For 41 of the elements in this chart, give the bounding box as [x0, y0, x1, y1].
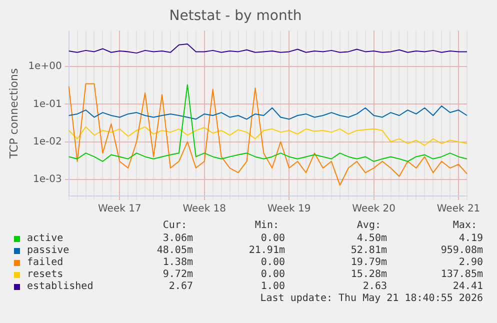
- legend-label: passive: [27, 245, 70, 256]
- y-tick-label: 1e+00: [28, 61, 62, 72]
- x-tick-label: Week 17: [98, 204, 142, 215]
- x-tick-label: Week 19: [267, 204, 311, 215]
- text: 2.63: [362, 281, 387, 292]
- text: 48.05m: [156, 245, 193, 256]
- legend-label: resets: [27, 269, 64, 280]
- text: 1.00: [260, 281, 285, 292]
- x-tick-label: Week 21: [436, 204, 480, 215]
- text: 959.08m: [440, 245, 483, 256]
- text: Max:: [452, 220, 477, 231]
- text: 3.06m: [162, 233, 193, 244]
- text: Min:: [254, 220, 279, 231]
- text: 2.90: [458, 257, 483, 268]
- text: 4.19: [458, 233, 483, 244]
- text: 1.38m: [162, 257, 193, 268]
- text: Avg:: [356, 220, 381, 231]
- legend-label: established: [27, 281, 94, 292]
- x-tick-label: Week 18: [182, 204, 226, 215]
- text: 9.72m: [162, 269, 193, 280]
- text: Last update: Thu May 21 18:40:55 2026: [260, 293, 483, 304]
- text: 0.00: [260, 269, 285, 280]
- text: 0.00: [260, 233, 285, 244]
- chart-title: Netstat - by month: [169, 8, 302, 24]
- text: 24.41: [452, 281, 483, 292]
- y-tick-label: 1e-02: [32, 136, 62, 148]
- y-tick-label: 1e-01: [32, 98, 62, 110]
- text: 2.67: [168, 281, 193, 292]
- text: 21.91m: [248, 245, 285, 256]
- text: 52.81m: [350, 245, 387, 256]
- legend-label: active: [27, 233, 64, 244]
- text: 15.28m: [350, 269, 387, 280]
- text: Cur:: [162, 220, 187, 231]
- text: 4.50m: [356, 233, 387, 244]
- x-tick-label: Week 20: [352, 204, 396, 215]
- text: 0.00: [260, 257, 285, 268]
- text: 137.85m: [440, 269, 483, 280]
- y-axis-title: TCP connections: [7, 68, 20, 160]
- y-tick-label: 1e-03: [32, 174, 62, 185]
- text: 19.79m: [350, 257, 387, 268]
- legend-label: failed: [27, 257, 64, 268]
